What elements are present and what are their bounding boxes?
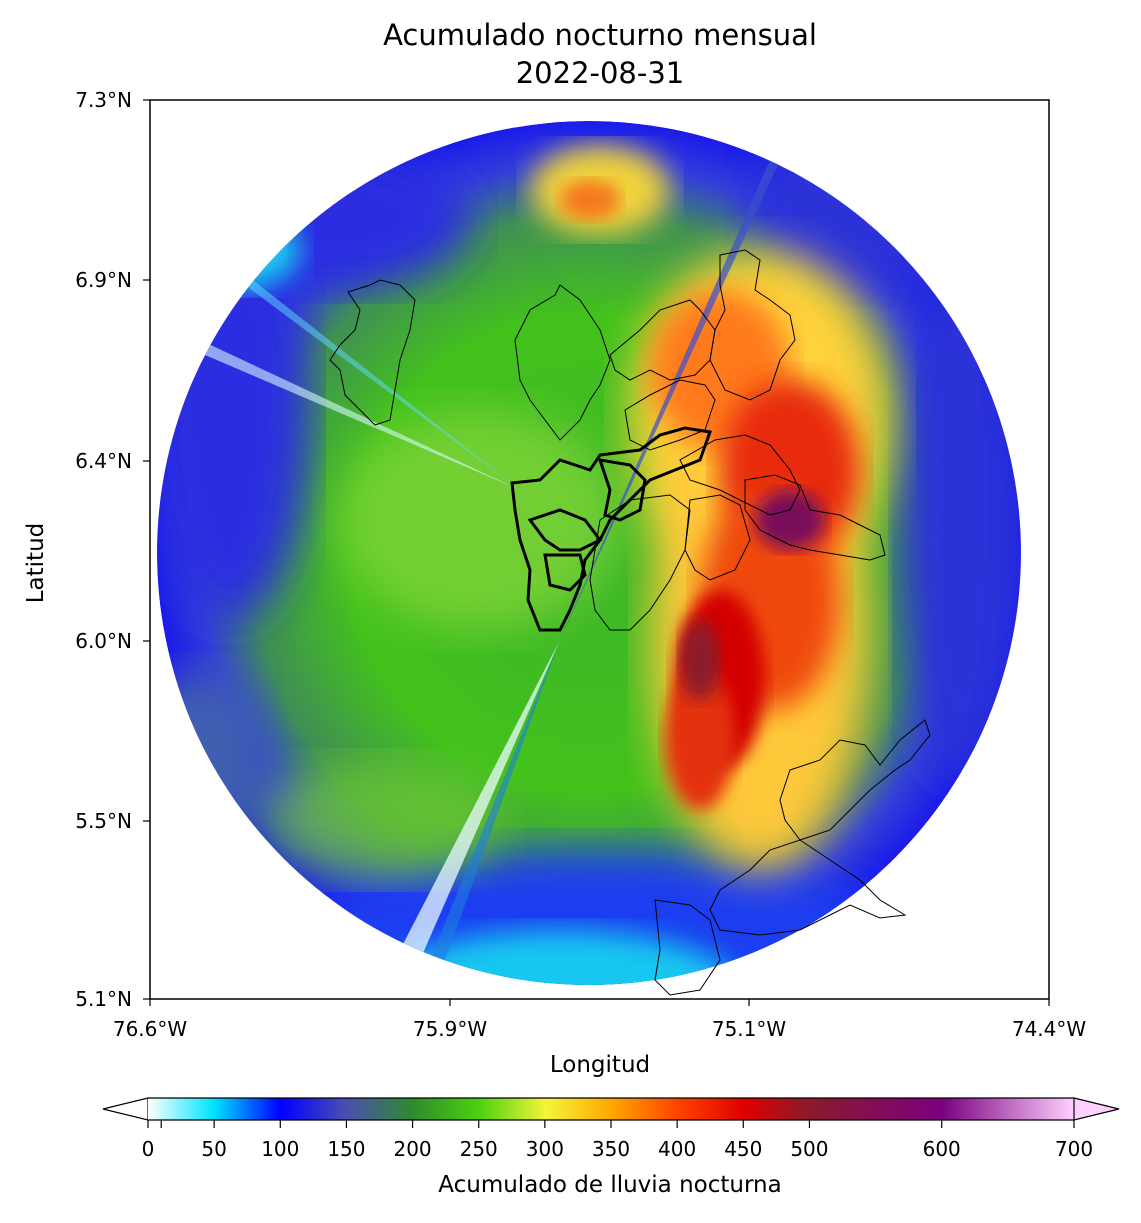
colorbar-tick-label: 50	[201, 1137, 227, 1161]
colorbar-tick-label: 200	[393, 1137, 432, 1161]
x-tick-marks	[149, 999, 1050, 1006]
x-tick-label: 75.1°W	[711, 1017, 787, 1041]
colorbar-tick-label: 400	[658, 1137, 697, 1161]
colorbar-tick-label: 450	[724, 1137, 763, 1161]
x-tick-label: 76.6°W	[112, 1017, 188, 1041]
colorbar-tick-label: 250	[459, 1137, 498, 1161]
plot-frame	[149, 99, 1050, 1000]
y-axis-label: Latitud	[23, 522, 49, 604]
colorbar-tick-label: 700	[1054, 1137, 1094, 1161]
colorbar-tick-label: 0	[141, 1137, 155, 1161]
y-tick-label: 6.9°N	[75, 268, 132, 292]
x-tick-label: 74.4°W	[1011, 1017, 1087, 1041]
colorbar-tick-label: 600	[922, 1137, 961, 1161]
colorbar-tick-label: 150	[327, 1137, 366, 1161]
metro-boundaries	[510, 426, 713, 632]
y-tick-marks	[143, 99, 150, 1000]
y-tick-label: 7.3°N	[75, 88, 132, 112]
chart-date: 2022-08-31	[515, 56, 685, 90]
chart-title: Acumulado nocturno mensual	[383, 18, 817, 52]
colorbar-tick-label: 500	[790, 1137, 829, 1161]
colorbar-tick-label: 350	[591, 1137, 631, 1161]
x-axis-label: Longitud	[549, 1052, 651, 1078]
y-tick-label: 6.0°N	[75, 629, 132, 653]
y-tick-label: 5.1°N	[75, 987, 132, 1011]
colorbar-tick-label: 100	[261, 1137, 300, 1161]
y-tick-label: 6.4°N	[75, 449, 132, 473]
municipal-boundaries	[329, 249, 931, 996]
colorbar-label: Acumulado de lluvia nocturna	[438, 1172, 782, 1198]
colorbar	[102, 1097, 1120, 1121]
x-tick-label: 75.9°W	[412, 1017, 488, 1041]
y-tick-label: 5.5°N	[75, 809, 132, 833]
colorbar-tick-label: 300	[525, 1137, 564, 1161]
radar-field	[157, 121, 1021, 985]
colorbar-tick-marks	[147, 1120, 1075, 1128]
